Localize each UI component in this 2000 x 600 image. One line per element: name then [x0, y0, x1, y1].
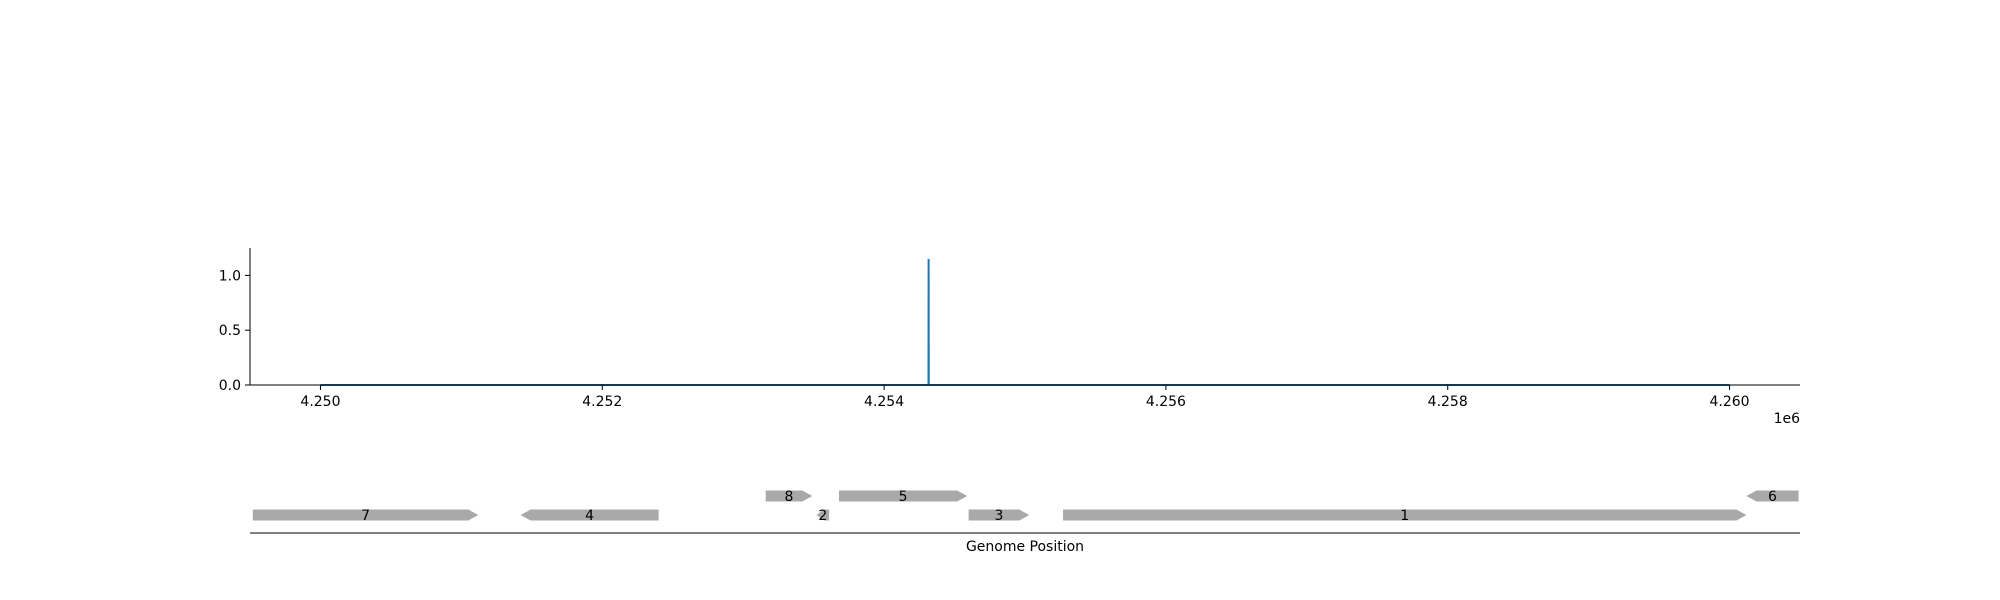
signal-panel: 4.250 4.252 4.254 4.256 4.258 4.260 0.0 0.5 1.0 1…: [219, 248, 1800, 427]
gene-arrow: [1063, 509, 1747, 521]
x-tick-label: 4.250: [300, 394, 340, 410]
gene-track-panel: 7 4 8 2 5 3 1 6 Genome Position: [250, 489, 1800, 555]
signal-line: [320, 258, 1730, 386]
gene-label: 3: [994, 508, 1003, 524]
y-tick-label: 1.0: [219, 268, 241, 284]
gene-label: 2: [818, 508, 827, 524]
gene-arrow: [968, 509, 1030, 521]
gene-label: 1: [1400, 508, 1409, 524]
x-tick-label: 4.258: [1428, 394, 1468, 410]
gene-label: 4: [585, 508, 594, 524]
x-tick-label: 4.254: [864, 394, 904, 410]
gene-label: 7: [361, 508, 370, 524]
x-offset-label: 1e6: [1774, 411, 1801, 427]
gene-label: 6: [1768, 489, 1777, 505]
y-tick-label: 0.5: [219, 323, 241, 339]
gene-arrow: [765, 490, 813, 502]
x-tick-label: 4.252: [582, 394, 622, 410]
x-axis-label: Genome Position: [966, 539, 1084, 555]
x-tick-label: 4.260: [1709, 394, 1749, 410]
y-tick-label: 0.0: [219, 378, 241, 394]
gene-arrow: [252, 509, 479, 521]
gene-label: 8: [785, 489, 794, 505]
gene-arrow: [520, 509, 659, 521]
x-tick-label: 4.256: [1146, 394, 1186, 410]
gene-arrow: [1746, 490, 1799, 502]
gene-arrow: [816, 509, 830, 521]
gene-arrow: [839, 490, 968, 502]
gene-label: 5: [899, 489, 908, 505]
